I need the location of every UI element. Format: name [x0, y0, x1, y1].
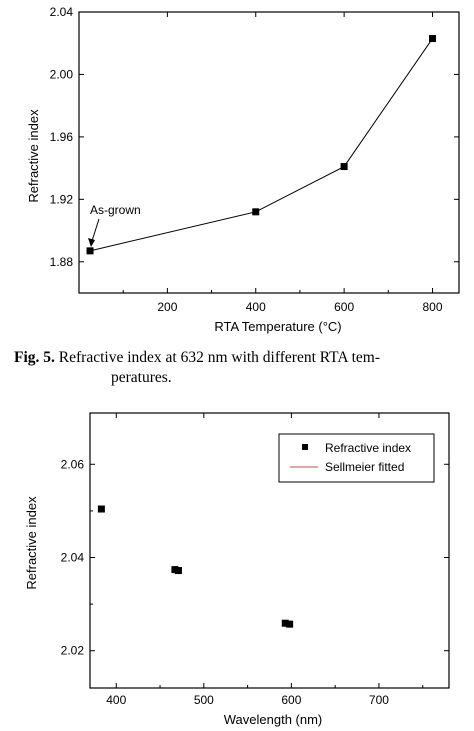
legend: Refractive index Sellmeier fitted: [278, 433, 435, 483]
y-tick-label: 2.02: [61, 644, 85, 658]
x-tick-label: 200: [157, 300, 177, 314]
as-grown-arrowhead: [88, 238, 95, 247]
plot-frame: [78, 11, 460, 294]
data-point: [428, 35, 436, 43]
caption-text-line1: Refractive index at 632 nm with differen…: [58, 349, 381, 366]
x-tick-label: 700: [369, 693, 389, 707]
y-tick-label: 1.88: [50, 255, 74, 269]
caption-label: Fig. 5.: [14, 349, 55, 366]
x-tick-label: 600: [334, 300, 354, 314]
legend-marker-refractive-index: [302, 444, 308, 450]
series-line: [89, 38, 433, 252]
wavelength-chart: 400 500 600 700 2.02 2.04 2.06 Refractive inde…: [24, 412, 450, 727]
legend-label-sellmeier: Sellmeier fitted: [325, 460, 404, 474]
legend-box: [278, 433, 435, 483]
x-tick-label: 800: [422, 300, 442, 314]
y-axis-label: Refractive index: [24, 496, 39, 590]
data-point: [286, 620, 294, 628]
x-tick-label: 600: [281, 693, 301, 707]
x-axis-label: RTA Temperature (°C): [214, 319, 341, 334]
y-tick-label: 1.96: [50, 130, 74, 144]
y-tick-label: 1.92: [50, 192, 74, 206]
figure-caption: Fig. 5. Refractive index at 632 nm with …: [14, 348, 459, 388]
caption-text-line2: peratures.: [111, 369, 172, 386]
plot-frame: [89, 412, 450, 689]
y-tick-label: 2.00: [50, 67, 74, 81]
data-point: [252, 208, 260, 216]
y-tick-label: 2.04: [61, 550, 85, 564]
data-point: [281, 619, 289, 627]
y-axis-label: Refractive index: [26, 109, 41, 203]
data-point: [340, 163, 348, 171]
as-grown-annotation: As-grown: [90, 203, 141, 217]
y-tick-label: 2.06: [61, 457, 85, 471]
y-tick-label: 2.04: [50, 5, 74, 19]
data-point: [86, 247, 94, 255]
x-tick-label: 400: [246, 300, 266, 314]
data-point: [174, 567, 182, 575]
x-tick-label: 400: [106, 693, 126, 707]
x-tick-label: 500: [194, 693, 214, 707]
rta-temperature-chart: 200 400 600 800 1.88 1.92 1.96 2.00 2.04 Refract…: [26, 5, 460, 334]
data-point: [171, 566, 179, 574]
data-point: [97, 505, 105, 513]
x-axis-label: Wavelength (nm): [224, 712, 323, 727]
legend-label-refractive-index: Refractive index: [325, 441, 411, 455]
